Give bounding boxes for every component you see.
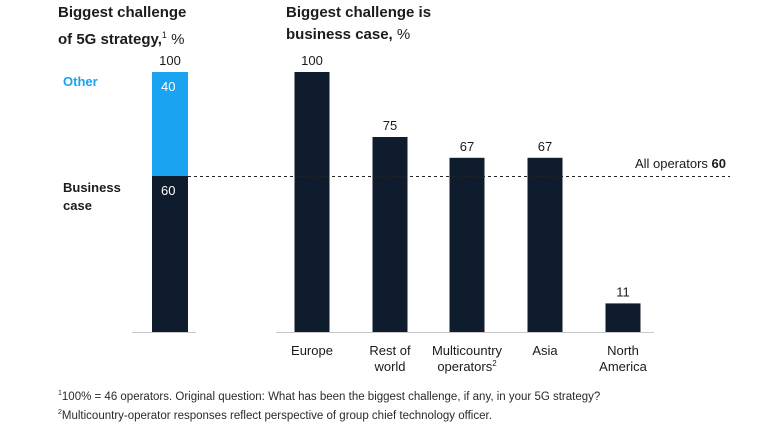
- stacked-bar-segment-other: [152, 72, 188, 176]
- category-tick-label: operators2: [437, 359, 497, 374]
- bar: [605, 303, 641, 332]
- bar-value-label: 75: [383, 118, 397, 133]
- category-tick-label: Asia: [532, 343, 558, 358]
- stacked-bar-segment-business-case: [152, 176, 188, 332]
- category-tick-label: world: [373, 359, 405, 374]
- legend-label-business-case: Business case: [63, 180, 121, 213]
- bar-value-label: 100: [301, 53, 323, 68]
- right-heading-line2: business case, %: [286, 26, 411, 43]
- bar-value-label: 67: [460, 139, 474, 154]
- category-tick-label: Multicountry: [432, 343, 503, 358]
- stacked-total-label: 100: [159, 53, 181, 68]
- left-heading-line2: of 5G strategy,1 %: [58, 30, 185, 48]
- legend-label-other: Other: [63, 74, 98, 89]
- bar-value-label: 67: [538, 139, 552, 154]
- footnote-2: 2Multicountry-operator responses reflect…: [58, 408, 492, 422]
- right-chart-heading: Biggest challenge is business case, %: [286, 2, 431, 46]
- footnotes: 1100% = 46 operators. Original question:…: [58, 386, 600, 424]
- left-heading-line1: Biggest challenge: [58, 4, 187, 21]
- category-tick-label: America: [599, 359, 647, 374]
- left-chart-heading: Biggest challenge of 5G strategy,1 %: [58, 2, 186, 51]
- bar: [372, 137, 408, 332]
- reference-line-label: All operators 60: [635, 156, 726, 171]
- bar: [449, 157, 485, 332]
- category-tick-label: Rest of: [369, 343, 411, 358]
- category-tick-label: North: [607, 343, 639, 358]
- stacked-segment-value-label: 40: [161, 79, 175, 94]
- stacked-segment-value-label: 60: [161, 183, 175, 198]
- right-heading-line1: Biggest challenge is: [286, 4, 432, 21]
- bar-value-label: 11: [616, 284, 630, 299]
- bar: [294, 72, 330, 332]
- category-tick-label: Europe: [291, 343, 333, 358]
- footnote-1: 1100% = 46 operators. Original question:…: [58, 390, 601, 403]
- bar: [527, 157, 563, 332]
